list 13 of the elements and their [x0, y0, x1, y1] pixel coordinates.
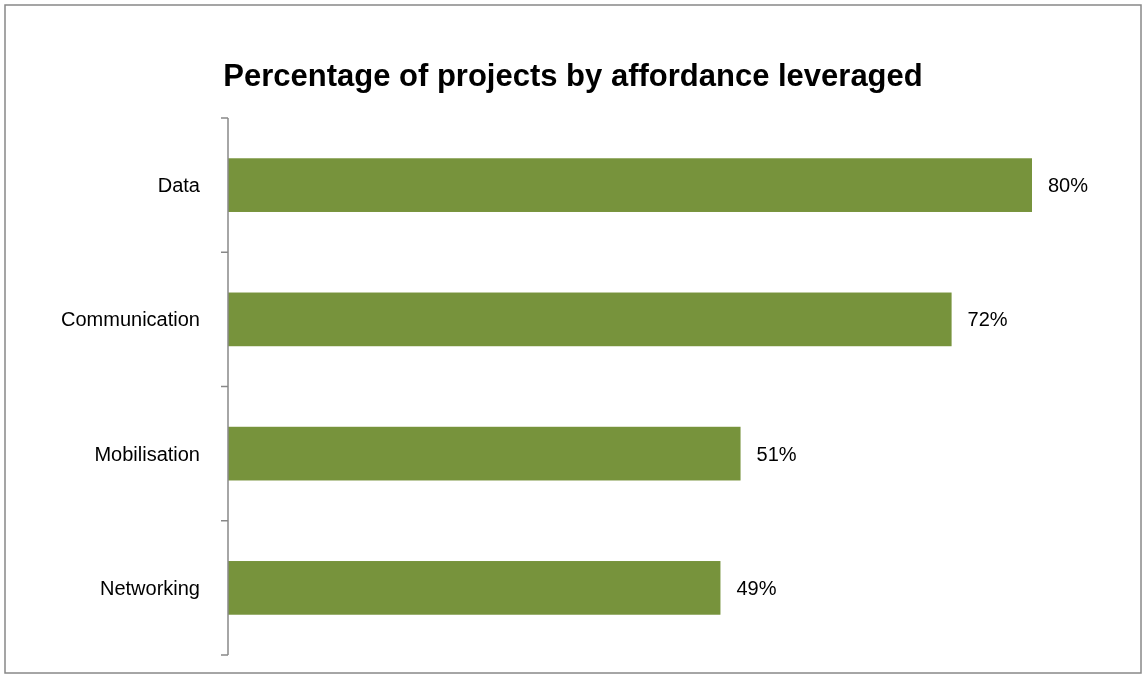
chart-title: Percentage of projects by affordance leveraged: [223, 58, 923, 93]
y-tick-label: Mobilisation: [94, 442, 200, 465]
data-label: 80%: [1048, 174, 1089, 197]
data-label: 49%: [736, 576, 777, 599]
bar: [228, 426, 741, 481]
data-label: 72%: [967, 308, 1008, 331]
bar: [228, 292, 952, 347]
bar: [228, 158, 1032, 212]
y-tick-label: Networking: [99, 576, 200, 599]
bar: [228, 561, 721, 615]
data-label: 51%: [756, 442, 797, 465]
y-tick-label: Data: [157, 174, 201, 197]
y-tick-label: Communication: [61, 308, 200, 331]
